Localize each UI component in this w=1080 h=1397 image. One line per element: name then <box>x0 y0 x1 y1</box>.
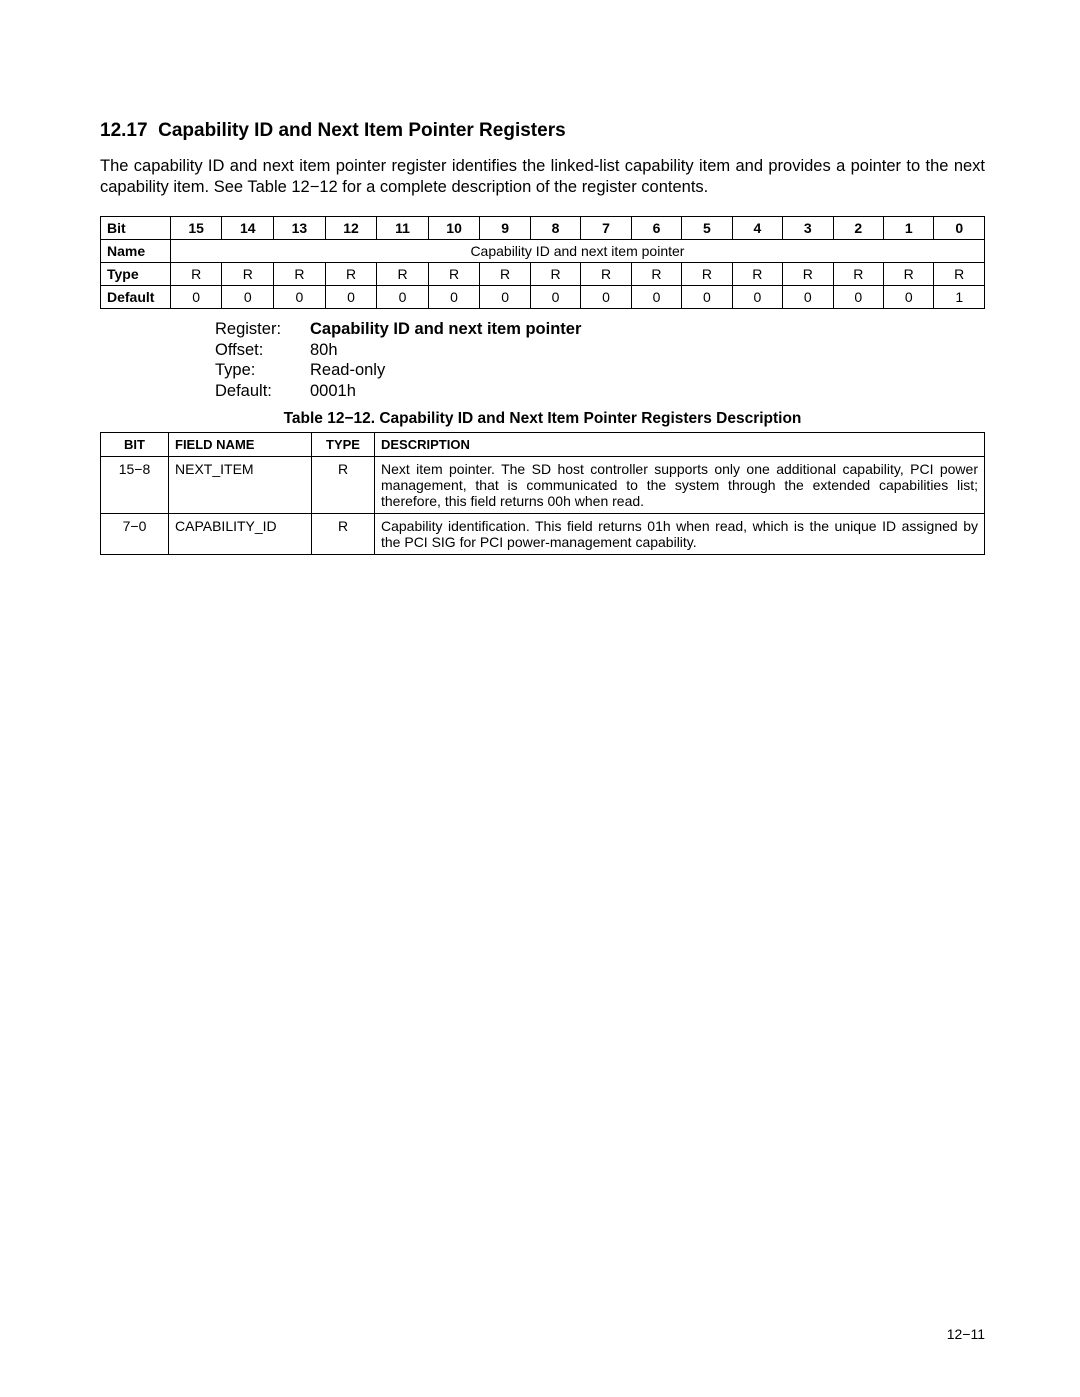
default-cell: 0 <box>530 286 580 309</box>
desc-table: BIT FIELD NAME TYPE DESCRIPTION 15−8 NEX… <box>100 432 985 555</box>
desc-cell-desc: Capability identification. This field re… <box>375 513 985 554</box>
register-info-row: Register: Capability ID and next item po… <box>215 319 985 340</box>
bit-cell: 1 <box>884 217 934 240</box>
type-cell: R <box>530 263 580 286</box>
reg-info-label: Default: <box>215 381 310 402</box>
reg-info-label: Offset: <box>215 340 310 361</box>
default-cell: 0 <box>631 286 681 309</box>
type-cell: R <box>934 263 985 286</box>
type-cell: R <box>222 263 274 286</box>
desc-cell-bit: 7−0 <box>101 513 169 554</box>
register-info-row: Offset: 80h <box>215 340 985 361</box>
type-row-label: Type <box>101 263 171 286</box>
desc-cell-type: R <box>312 456 375 513</box>
bit-cell: 10 <box>428 217 480 240</box>
default-cell: 0 <box>170 286 222 309</box>
type-cell: R <box>732 263 782 286</box>
bit-cell: 8 <box>530 217 580 240</box>
type-cell: R <box>170 263 222 286</box>
name-row: Name Capability ID and next item pointer <box>101 240 985 263</box>
type-cell: R <box>274 263 326 286</box>
default-cell: 0 <box>884 286 934 309</box>
page: 12.17 Capability ID and Next Item Pointe… <box>0 0 1080 1397</box>
name-row-label: Name <box>101 240 171 263</box>
default-cell: 0 <box>428 286 480 309</box>
type-cell: R <box>783 263 833 286</box>
default-cell: 0 <box>480 286 530 309</box>
reg-info-label: Register: <box>215 319 310 340</box>
reg-info-label: Type: <box>215 360 310 381</box>
bit-cell: 15 <box>170 217 222 240</box>
desc-row: 15−8 NEXT_ITEM R Next item pointer. The … <box>101 456 985 513</box>
page-number: 12−11 <box>947 1326 985 1342</box>
default-row: Default 0 0 0 0 0 0 0 0 0 0 0 0 0 0 0 1 <box>101 286 985 309</box>
type-cell: R <box>581 263 631 286</box>
intro-paragraph: The capability ID and next item pointer … <box>100 156 985 198</box>
default-cell: 0 <box>783 286 833 309</box>
desc-header-name: FIELD NAME <box>169 432 312 456</box>
reg-info-value: Read-only <box>310 360 385 381</box>
default-cell: 0 <box>682 286 732 309</box>
default-cell: 0 <box>274 286 326 309</box>
desc-cell-bit: 15−8 <box>101 456 169 513</box>
desc-cell-desc: Next item pointer. The SD host controlle… <box>375 456 985 513</box>
register-info: Register: Capability ID and next item po… <box>215 319 985 402</box>
desc-cell-type: R <box>312 513 375 554</box>
bit-cell: 6 <box>631 217 681 240</box>
bit-cell: 7 <box>581 217 631 240</box>
section-number: 12.17 <box>100 120 148 141</box>
desc-header-desc: DESCRIPTION <box>375 432 985 456</box>
desc-cell-name: NEXT_ITEM <box>169 456 312 513</box>
section-title: Capability ID and Next Item Pointer Regi… <box>158 120 566 141</box>
type-cell: R <box>428 263 480 286</box>
reg-info-value: 80h <box>310 340 338 361</box>
desc-cell-name: CAPABILITY_ID <box>169 513 312 554</box>
type-cell: R <box>631 263 681 286</box>
default-cell: 0 <box>325 286 377 309</box>
default-cell: 0 <box>732 286 782 309</box>
bit-cell: 4 <box>732 217 782 240</box>
type-cell: R <box>833 263 883 286</box>
reg-info-value: 0001h <box>310 381 356 402</box>
default-row-label: Default <box>101 286 171 309</box>
bit-table: Bit 15 14 13 12 11 10 9 8 7 6 5 4 3 2 1 … <box>100 216 985 309</box>
desc-table-caption: Table 12−12. Capability ID and Next Item… <box>100 410 985 428</box>
type-cell: R <box>884 263 934 286</box>
type-cell: R <box>480 263 530 286</box>
desc-row: 7−0 CAPABILITY_ID R Capability identific… <box>101 513 985 554</box>
bit-row: Bit 15 14 13 12 11 10 9 8 7 6 5 4 3 2 1 … <box>101 217 985 240</box>
bit-cell: 13 <box>274 217 326 240</box>
name-span-cell: Capability ID and next item pointer <box>170 240 984 263</box>
type-row: Type R R R R R R R R R R R R R R R R <box>101 263 985 286</box>
bit-cell: 12 <box>325 217 377 240</box>
default-cell: 0 <box>581 286 631 309</box>
type-cell: R <box>682 263 732 286</box>
reg-info-value: Capability ID and next item pointer <box>310 319 581 340</box>
register-info-row: Default: 0001h <box>215 381 985 402</box>
default-cell: 0 <box>377 286 428 309</box>
bit-cell: 9 <box>480 217 530 240</box>
default-cell: 1 <box>934 286 985 309</box>
bit-cell: 11 <box>377 217 428 240</box>
bit-cell: 3 <box>783 217 833 240</box>
bit-cell: 14 <box>222 217 274 240</box>
desc-header-bit: BIT <box>101 432 169 456</box>
register-info-row: Type: Read-only <box>215 360 985 381</box>
bit-row-label: Bit <box>101 217 171 240</box>
type-cell: R <box>377 263 428 286</box>
desc-header-row: BIT FIELD NAME TYPE DESCRIPTION <box>101 432 985 456</box>
default-cell: 0 <box>833 286 883 309</box>
type-cell: R <box>325 263 377 286</box>
default-cell: 0 <box>222 286 274 309</box>
bit-cell: 2 <box>833 217 883 240</box>
desc-header-type: TYPE <box>312 432 375 456</box>
section-heading: 12.17 Capability ID and Next Item Pointe… <box>100 120 985 142</box>
bit-cell: 5 <box>682 217 732 240</box>
bit-cell: 0 <box>934 217 985 240</box>
